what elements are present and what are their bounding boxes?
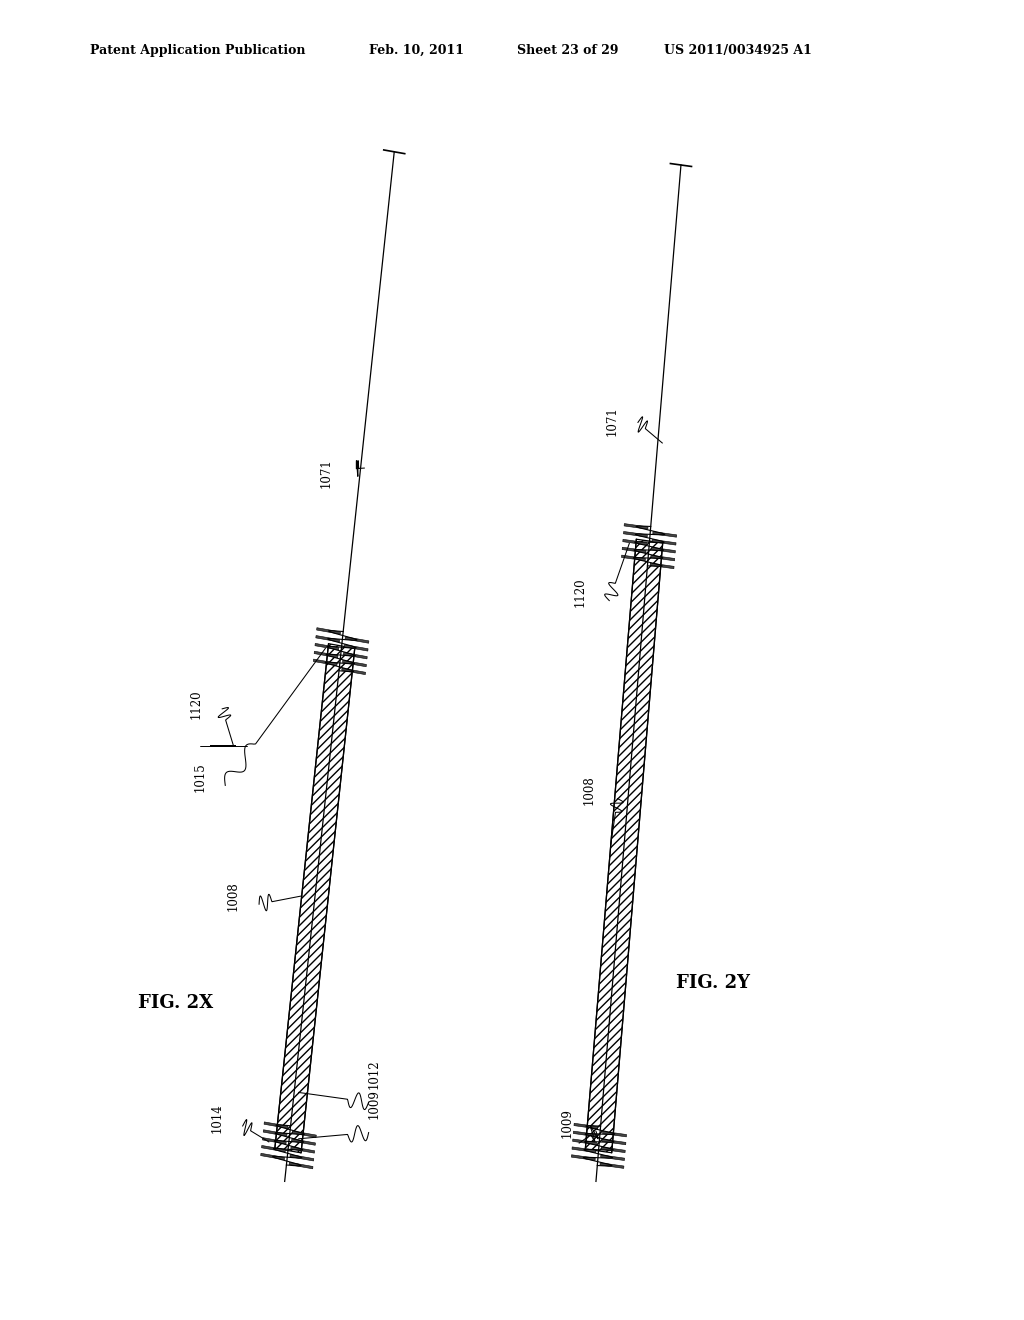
Polygon shape [343, 652, 368, 659]
Text: Sheet 23 of 29: Sheet 23 of 29 [517, 44, 618, 57]
Polygon shape [651, 556, 675, 561]
Text: 1015: 1015 [194, 762, 206, 792]
Polygon shape [623, 540, 647, 545]
Text: 1014: 1014 [211, 1102, 223, 1133]
Polygon shape [291, 1147, 314, 1154]
Polygon shape [652, 540, 676, 545]
Text: 1120: 1120 [574, 578, 587, 607]
Polygon shape [345, 636, 369, 643]
Polygon shape [602, 1139, 626, 1144]
Polygon shape [313, 659, 337, 665]
Polygon shape [344, 644, 368, 651]
Polygon shape [650, 564, 674, 569]
Polygon shape [292, 1139, 315, 1146]
Polygon shape [572, 1147, 596, 1152]
Polygon shape [315, 635, 340, 642]
Polygon shape [600, 1163, 624, 1168]
Polygon shape [601, 1147, 626, 1152]
Text: 1071: 1071 [319, 458, 332, 488]
Polygon shape [622, 556, 645, 561]
Polygon shape [316, 628, 341, 634]
Polygon shape [343, 660, 367, 667]
Text: 1008: 1008 [583, 775, 595, 805]
Polygon shape [264, 1122, 288, 1129]
Text: Patent Application Publication: Patent Application Publication [90, 44, 305, 57]
Text: Feb. 10, 2011: Feb. 10, 2011 [369, 44, 464, 57]
Text: 1012: 1012 [368, 1060, 380, 1089]
Polygon shape [314, 651, 338, 657]
Polygon shape [293, 1131, 316, 1138]
Polygon shape [586, 540, 663, 1152]
Polygon shape [289, 1163, 313, 1168]
Polygon shape [651, 548, 676, 553]
Polygon shape [624, 532, 647, 537]
Polygon shape [572, 1139, 597, 1144]
Polygon shape [290, 1155, 313, 1162]
Text: 1008: 1008 [227, 880, 240, 911]
Text: 1009: 1009 [561, 1107, 573, 1138]
Polygon shape [601, 1155, 625, 1160]
Polygon shape [603, 1131, 627, 1137]
Polygon shape [261, 1146, 286, 1152]
Polygon shape [624, 524, 648, 529]
Polygon shape [263, 1130, 287, 1137]
Text: FIG. 2X: FIG. 2X [138, 994, 213, 1012]
Text: FIG. 2Y: FIG. 2Y [676, 974, 750, 993]
Text: 1071: 1071 [606, 405, 618, 436]
Polygon shape [573, 1131, 597, 1137]
Polygon shape [315, 643, 339, 649]
Text: 1009: 1009 [368, 1089, 380, 1119]
Polygon shape [261, 1154, 285, 1160]
Polygon shape [274, 644, 354, 1152]
Polygon shape [652, 532, 677, 537]
Polygon shape [342, 668, 366, 675]
Polygon shape [623, 548, 646, 553]
Text: US 2011/0034925 A1: US 2011/0034925 A1 [664, 44, 811, 57]
Text: 1120: 1120 [190, 690, 203, 719]
Polygon shape [574, 1123, 598, 1129]
Polygon shape [262, 1138, 287, 1144]
Polygon shape [571, 1155, 595, 1160]
